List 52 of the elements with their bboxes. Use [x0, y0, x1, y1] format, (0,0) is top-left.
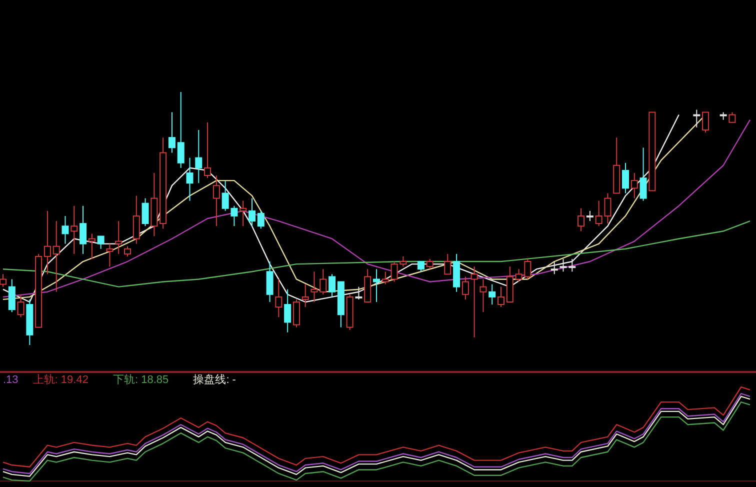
- candlestick: [52, 220, 60, 292]
- candlestick: [62, 215, 69, 244]
- candlestick: [328, 274, 336, 298]
- candlestick: [124, 246, 131, 257]
- candlestick: [693, 109, 700, 128]
- candlestick: [302, 284, 309, 308]
- candlestick: [212, 174, 220, 227]
- candlestick: [70, 205, 78, 254]
- candlestick: [8, 278, 16, 313]
- candlestick: [426, 258, 434, 270]
- candlestick: [470, 266, 478, 338]
- candlestick: [266, 261, 274, 302]
- candlestick: [630, 172, 638, 199]
- text: 操盘线: -: [193, 373, 236, 386]
- candlestick: [462, 276, 469, 300]
- candlestick: [88, 233, 96, 260]
- candlestick: [702, 112, 710, 133]
- candlestick: [257, 210, 264, 230]
- candlestick: [97, 236, 104, 250]
- candlestick: [80, 205, 87, 254]
- candlestick: [204, 122, 212, 179]
- candlestick: [550, 261, 558, 275]
- candlestick: [177, 92, 184, 168]
- text: 上轨: 19.42: [32, 373, 88, 386]
- candlestick: [488, 284, 496, 306]
- candlestick: [292, 298, 300, 328]
- candlestick: [115, 220, 122, 254]
- text: 下轨: 18.85: [113, 374, 169, 386]
- candlestick: [640, 147, 647, 202]
- candlestick: [498, 286, 504, 308]
- candlestick: [417, 261, 424, 272]
- candlestick: [186, 157, 194, 202]
- candlestick: [622, 162, 629, 194]
- candlestick: [132, 195, 140, 244]
- candlestick: [586, 210, 594, 222]
- candlestick: [17, 294, 24, 318]
- candlestick: [44, 210, 51, 275]
- candlestick: [106, 243, 114, 268]
- candlestick: [480, 278, 487, 313]
- candlestick: [0, 274, 6, 288]
- candlestick: [373, 268, 380, 302]
- candlestick: [195, 129, 202, 184]
- candlestick: [240, 200, 247, 227]
- text: .13: [3, 374, 18, 386]
- candlestick: [275, 278, 282, 318]
- candlestick: [284, 288, 292, 333]
- candlestick: [142, 198, 149, 227]
- candlestick: [168, 112, 176, 154]
- candlestick: [578, 208, 585, 232]
- candlestick: [444, 253, 452, 275]
- candlestick: [382, 271, 389, 285]
- candlestick: [248, 198, 256, 227]
